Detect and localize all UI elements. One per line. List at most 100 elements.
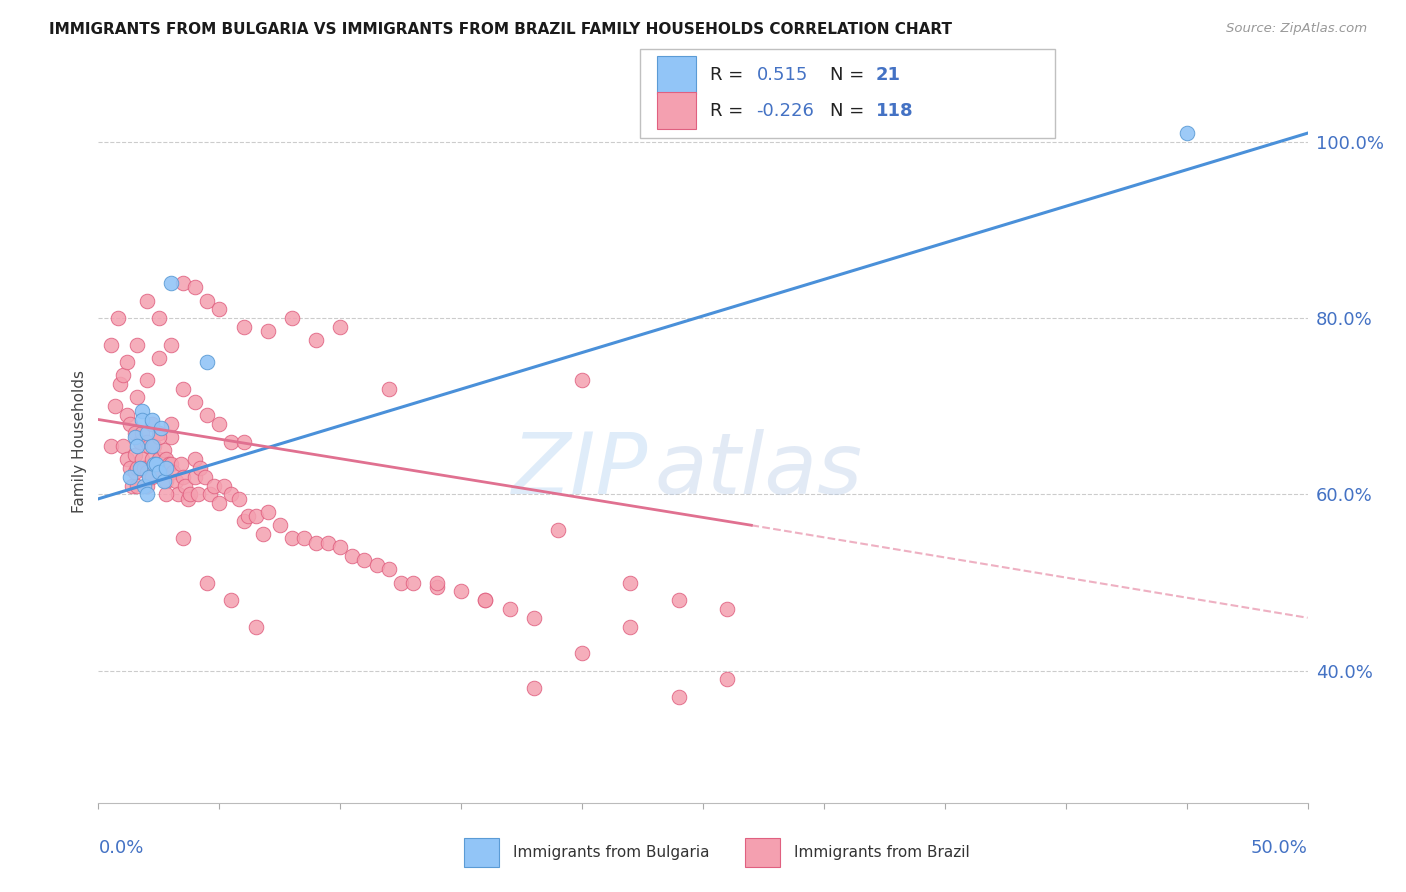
- Point: [148, 351, 170, 365]
- Point: [162, 466, 184, 480]
- Point: [157, 457, 180, 471]
- Point: [256, 505, 278, 519]
- Point: [619, 575, 641, 590]
- Point: [184, 280, 207, 294]
- Point: [117, 355, 139, 369]
- Point: [134, 461, 156, 475]
- Text: 0.515: 0.515: [756, 66, 808, 84]
- Point: [150, 421, 173, 435]
- Point: [245, 509, 267, 524]
- Point: [221, 434, 243, 449]
- Point: [155, 461, 177, 475]
- Point: [111, 368, 134, 383]
- Text: N =: N =: [830, 102, 869, 120]
- Point: [155, 474, 177, 488]
- Point: [316, 536, 339, 550]
- Point: [141, 470, 163, 484]
- Point: [131, 452, 153, 467]
- Point: [100, 439, 122, 453]
- Point: [184, 395, 207, 409]
- Point: [135, 466, 157, 480]
- Point: [172, 382, 194, 396]
- Point: [165, 474, 187, 488]
- Point: [138, 439, 160, 453]
- Point: [377, 562, 399, 576]
- Point: [121, 478, 143, 492]
- Point: [198, 487, 221, 501]
- Point: [195, 355, 218, 369]
- Point: [118, 417, 141, 431]
- Point: [571, 646, 593, 660]
- Point: [195, 408, 218, 422]
- Point: [329, 320, 352, 334]
- Point: [188, 461, 211, 475]
- Point: [135, 478, 157, 492]
- Point: [160, 457, 183, 471]
- Point: [100, 337, 122, 351]
- Point: [160, 430, 183, 444]
- Point: [118, 470, 141, 484]
- Point: [377, 382, 399, 396]
- Point: [195, 575, 218, 590]
- Point: [342, 549, 364, 563]
- Point: [305, 536, 328, 550]
- Point: [141, 439, 163, 453]
- Point: [111, 439, 134, 453]
- Point: [124, 425, 146, 440]
- Point: [187, 487, 209, 501]
- Point: [208, 496, 231, 510]
- Point: [141, 412, 163, 426]
- Text: 118: 118: [876, 102, 914, 120]
- Point: [195, 293, 218, 308]
- Point: [148, 311, 170, 326]
- Point: [232, 514, 254, 528]
- Point: [245, 619, 267, 633]
- Point: [221, 487, 243, 501]
- Point: [221, 593, 243, 607]
- Point: [124, 430, 146, 444]
- Point: [117, 408, 139, 422]
- Point: [668, 593, 690, 607]
- Text: 0.0%: 0.0%: [98, 838, 143, 857]
- Point: [232, 320, 254, 334]
- Point: [208, 302, 231, 317]
- Point: [135, 434, 157, 449]
- Point: [292, 532, 315, 546]
- Point: [523, 611, 546, 625]
- Point: [252, 527, 274, 541]
- Point: [474, 593, 496, 607]
- Point: [135, 293, 157, 308]
- Point: [716, 673, 738, 687]
- Point: [152, 443, 174, 458]
- Point: [117, 452, 139, 467]
- Point: [329, 541, 352, 555]
- Point: [474, 593, 496, 607]
- Point: [124, 466, 146, 480]
- Text: Source: ZipAtlas.com: Source: ZipAtlas.com: [1226, 22, 1367, 36]
- Point: [148, 430, 170, 444]
- Point: [145, 457, 167, 471]
- Text: 50.0%: 50.0%: [1251, 838, 1308, 857]
- Point: [124, 448, 146, 462]
- Point: [131, 412, 153, 426]
- Point: [127, 337, 149, 351]
- Point: [155, 487, 177, 501]
- Text: R =: R =: [710, 102, 749, 120]
- Point: [523, 681, 546, 696]
- Text: N =: N =: [830, 66, 869, 84]
- Point: [426, 575, 449, 590]
- Point: [141, 452, 163, 467]
- Text: Immigrants from Bulgaria: Immigrants from Bulgaria: [513, 846, 710, 860]
- Point: [305, 333, 328, 347]
- Point: [281, 311, 304, 326]
- Point: [172, 470, 194, 484]
- Point: [131, 425, 153, 440]
- Point: [174, 478, 197, 492]
- Text: Immigrants from Brazil: Immigrants from Brazil: [794, 846, 970, 860]
- Point: [143, 439, 166, 453]
- Point: [1175, 126, 1198, 140]
- Point: [127, 391, 149, 405]
- Point: [194, 470, 217, 484]
- Point: [148, 466, 170, 480]
- Point: [108, 377, 131, 392]
